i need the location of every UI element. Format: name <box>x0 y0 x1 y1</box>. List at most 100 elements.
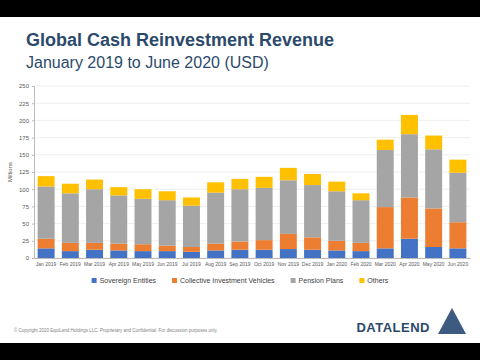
bar-segment <box>328 241 345 251</box>
x-tick-label: Jul 2019 <box>182 261 201 267</box>
legend: Sovereign Entities Collective Investment … <box>92 277 389 285</box>
x-tick: Apr 2019 <box>109 258 130 267</box>
legend-item: Others <box>359 277 389 284</box>
copyright: © Copyright 2020 EquiLend Holdings LLC. … <box>14 327 218 333</box>
legend-swatch <box>291 278 296 283</box>
x-tick-label: Aug 2019 <box>205 261 227 267</box>
y-tick-label: 250 <box>19 83 30 89</box>
bar-segment <box>256 250 273 258</box>
y-tick-label: 50 <box>22 221 29 227</box>
bar-segment <box>377 140 394 150</box>
y-tick: 75 <box>22 204 34 210</box>
bar-segment <box>38 239 55 249</box>
logo-mark <box>438 308 466 334</box>
bar-segment <box>280 168 297 180</box>
bar-segment <box>231 241 248 249</box>
legend-label: Pension Plans <box>299 277 344 284</box>
y-tick-label: 0 <box>26 255 30 261</box>
grid-line <box>34 103 470 104</box>
bar-segment <box>207 250 224 258</box>
x-tick-label: Oct 2019 <box>254 261 275 267</box>
legend-label: Collective Investment Vehicles <box>180 277 275 284</box>
bar-segment <box>135 199 152 244</box>
bar-segment <box>401 134 418 197</box>
bar-segment <box>86 250 103 258</box>
bar-segment <box>62 193 79 243</box>
bar-segment <box>304 185 321 237</box>
bar-segment <box>159 191 176 200</box>
bar-segment <box>183 252 200 258</box>
y-tick-mark <box>32 258 34 259</box>
bar-segment <box>425 149 442 208</box>
bar-segment <box>401 197 418 238</box>
x-tick-label: Nov 2019 <box>278 261 300 267</box>
bar-segment <box>183 247 200 252</box>
bar-segment <box>425 208 442 247</box>
y-tick-mark <box>32 189 34 190</box>
bar-segment <box>38 248 55 258</box>
y-tick-mark <box>32 224 34 225</box>
x-tick: Aug 2019 <box>205 258 227 267</box>
x-tick: May 2020 <box>423 258 445 267</box>
bar-segment <box>280 180 297 234</box>
bar-segment <box>449 160 466 173</box>
y-tick-mark <box>32 155 34 156</box>
y-tick-label: 150 <box>19 152 30 158</box>
x-tick: Jan 2019 <box>36 258 57 267</box>
y-tick-label: 25 <box>22 238 29 244</box>
legend-label: Others <box>367 277 389 284</box>
legend-item: Collective Investment Vehicles <box>172 277 275 284</box>
x-tick: May 2019 <box>132 258 154 267</box>
bar-series <box>38 115 467 206</box>
y-axis-title: Millions <box>7 162 13 182</box>
x-tick: Apr 2020 <box>399 258 420 267</box>
x-tick: Sep 2019 <box>229 258 251 267</box>
x-tick-label: May 2020 <box>423 261 445 267</box>
bar-segment <box>159 200 176 245</box>
y-tick-label: 100 <box>19 187 30 193</box>
y-tick: 50 <box>22 221 34 227</box>
bar-segment <box>304 174 321 185</box>
x-tick: Mar 2020 <box>375 258 396 267</box>
bar-segment <box>401 115 418 134</box>
x-tick: Jul 2019 <box>182 258 201 267</box>
bar-segment <box>256 240 273 250</box>
slide-background <box>0 17 480 343</box>
legend-swatch <box>172 278 177 283</box>
legend-item: Sovereign Entities <box>92 277 157 285</box>
bar-segment <box>207 182 224 192</box>
x-axis: Jan 2019Feb 2019Mar 2019Apr 2019May 2019… <box>35 258 471 267</box>
x-tick-label: Jun 2019 <box>157 261 178 267</box>
bar-segment <box>377 207 394 248</box>
y-tick: 0 <box>26 255 34 261</box>
legend-swatch <box>92 278 97 283</box>
bar-segment <box>207 244 224 251</box>
bar-segment <box>280 249 297 258</box>
bar-segment <box>425 247 442 258</box>
bar-segment <box>207 193 224 244</box>
y-axis: 0255075100125150175200225250 <box>19 83 35 261</box>
y-tick-mark <box>32 120 34 121</box>
bar-series <box>38 134 467 247</box>
bar-segment <box>86 180 103 190</box>
y-tick-label: 175 <box>19 135 30 141</box>
y-tick-mark <box>32 138 34 139</box>
x-tick: Dec 2019 <box>302 258 324 267</box>
y-tick-label: 75 <box>22 204 29 210</box>
bar-segment <box>304 250 321 258</box>
y-tick-mark <box>32 172 34 173</box>
x-tick-label: Mar 2019 <box>84 261 105 267</box>
x-tick: Nov 2019 <box>278 258 300 267</box>
y-tick: 150 <box>19 152 34 158</box>
bar-segment <box>231 179 248 189</box>
legend-label: Sovereign Entities <box>100 277 157 285</box>
bar-segment <box>377 150 394 207</box>
bar-segment <box>256 188 273 240</box>
bar-segment <box>62 184 79 194</box>
y-tick-label: 125 <box>19 169 30 175</box>
bar-segment <box>377 248 394 258</box>
y-tick-mark <box>32 103 34 104</box>
y-tick: 175 <box>19 135 34 141</box>
x-tick: Jun 2019 <box>157 258 178 267</box>
y-tick-mark <box>32 86 34 87</box>
